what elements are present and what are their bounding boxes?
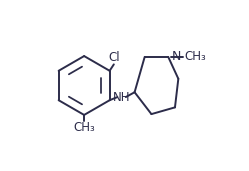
Text: NH: NH <box>113 91 130 104</box>
Text: CH₃: CH₃ <box>73 121 95 134</box>
Text: CH₃: CH₃ <box>184 50 206 63</box>
Text: N: N <box>171 50 181 63</box>
Text: Cl: Cl <box>108 51 120 64</box>
